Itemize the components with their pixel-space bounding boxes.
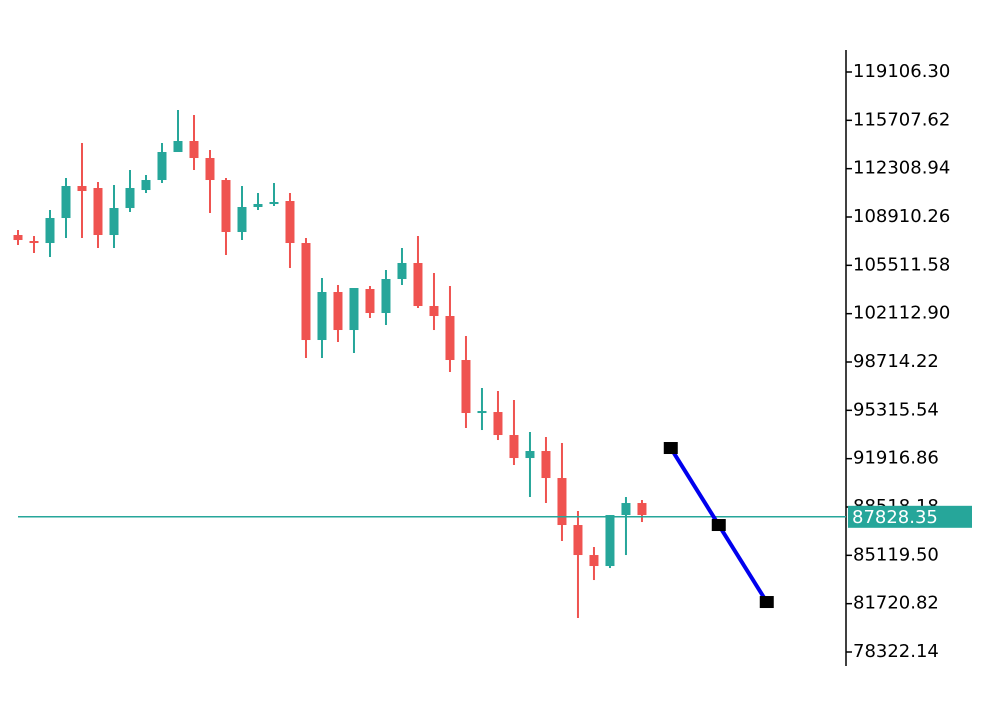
y-tick-label: 115707.62 xyxy=(853,109,950,130)
candle-body xyxy=(45,218,55,244)
candle-body xyxy=(189,141,199,159)
candle-body xyxy=(461,360,471,414)
y-tick-label: 78322.14 xyxy=(853,641,939,662)
y-tick-label: 91916.86 xyxy=(853,448,939,469)
candle-body xyxy=(13,235,23,241)
candle-body xyxy=(413,263,423,307)
overlay-point xyxy=(759,596,774,609)
y-tick-label: 81720.82 xyxy=(853,593,939,614)
candle-body xyxy=(125,188,135,209)
y-tick-label: 119106.30 xyxy=(853,61,950,82)
candle-body xyxy=(541,451,551,479)
y-tick-label: 98714.22 xyxy=(853,351,939,372)
candle-body xyxy=(77,186,87,192)
candle-body xyxy=(493,412,503,436)
candle-body xyxy=(621,503,631,516)
candle-body xyxy=(221,180,231,233)
candle-body xyxy=(237,207,247,233)
y-tick-label: 105511.58 xyxy=(853,254,950,275)
candle-body xyxy=(173,141,183,153)
candle-body xyxy=(301,243,311,341)
last-price-box xyxy=(848,505,972,528)
candle-body xyxy=(429,306,439,317)
candle-body xyxy=(29,241,39,244)
candle-body xyxy=(317,292,327,341)
candle-body xyxy=(589,555,599,567)
candle-body xyxy=(253,204,263,208)
y-tick-label: 112308.94 xyxy=(853,158,950,179)
candle-body xyxy=(509,435,519,459)
candle-body xyxy=(365,289,375,314)
y-tick-label: 85119.50 xyxy=(853,544,939,565)
candle-body xyxy=(157,152,167,181)
candle-body xyxy=(205,158,215,181)
candle-body xyxy=(605,515,615,567)
candle-body xyxy=(573,525,583,556)
candle-body xyxy=(397,263,407,280)
y-tick-label: 102112.90 xyxy=(853,303,950,324)
candle-body xyxy=(333,292,343,331)
y-tick-label: 108910.26 xyxy=(853,206,950,227)
candle-body xyxy=(557,478,567,526)
candle-body xyxy=(93,188,103,236)
overlay-point xyxy=(711,519,726,532)
candle-body xyxy=(349,288,359,331)
candle-body xyxy=(525,451,535,459)
candle-body xyxy=(285,201,295,244)
y-tick-label: 95315.54 xyxy=(853,399,939,420)
candle-body xyxy=(445,316,455,361)
candle-body xyxy=(381,279,391,314)
candle-body xyxy=(637,503,647,516)
candle-body xyxy=(61,186,71,219)
candle-body xyxy=(477,411,487,414)
candle-body xyxy=(141,180,151,191)
last-price-label: 87828.35 xyxy=(852,507,938,528)
candle-body xyxy=(109,208,119,236)
candle-body xyxy=(269,202,279,205)
overlay-point xyxy=(663,442,678,455)
